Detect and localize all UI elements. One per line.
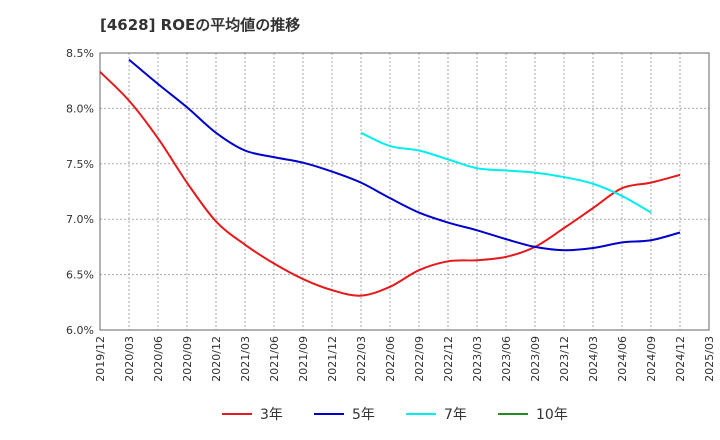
x-tick-label: 2020/09 [181,336,194,382]
chart-title: [4628] ROEの平均値の推移 [100,16,300,34]
x-tick-label: 2024/09 [645,336,658,382]
series-line-1 [128,58,681,252]
legend-label-1: 5年 [352,407,375,423]
x-tick-label: 2025/03 [703,336,716,382]
x-tick-label: 2020/12 [210,336,223,382]
y-tick-label: 8.5% [66,47,94,60]
y-tick-label: 8.0% [66,102,94,115]
x-tick-label: 2020/06 [152,336,165,382]
series-line-2 [360,131,652,214]
x-tick-label: 2021/09 [297,336,310,382]
x-tick-label: 2023/06 [500,336,513,382]
x-tick-label: 2021/06 [268,336,281,382]
y-tick-label: 7.0% [66,213,94,226]
plot-area [99,52,710,331]
x-axis: 2019/12 2020/03 2020/06 2020/09 2020/12 2021/… [94,336,716,382]
x-tick-label: 2023/03 [471,336,484,382]
legend-label-2: 7年 [444,407,467,423]
x-tick-label: 2023/09 [529,336,542,382]
x-tick-label: 2024/06 [616,336,629,382]
legend-label-0: 3年 [260,407,283,423]
legend: 3年 5年 7年 10年 [222,407,568,423]
y-tick-label: 6.0% [66,324,94,337]
x-tick-label: 2020/03 [123,336,136,382]
y-tick-label: 7.5% [66,158,94,171]
x-tick-label: 2019/12 [94,336,107,382]
x-tick-label: 2024/12 [674,336,687,382]
legend-label-3: 10年 [536,407,568,423]
x-tick-label: 2024/03 [587,336,600,382]
x-tick-label: 2023/12 [558,336,571,382]
y-tick-label: 6.5% [66,269,94,282]
x-tick-label: 2022/09 [413,336,426,382]
series-line-0 [99,71,681,297]
x-tick-label: 2022/12 [442,336,455,382]
series-lines [99,58,681,297]
x-tick-label: 2021/12 [326,336,339,382]
y-axis: 6.0% 6.5% 7.0% 7.5% 8.0% 8.5% [66,47,94,337]
grid-lines [100,53,709,330]
x-tick-label: 2022/03 [355,336,368,382]
x-tick-label: 2022/06 [384,336,397,382]
x-tick-label: 2021/03 [239,336,252,382]
